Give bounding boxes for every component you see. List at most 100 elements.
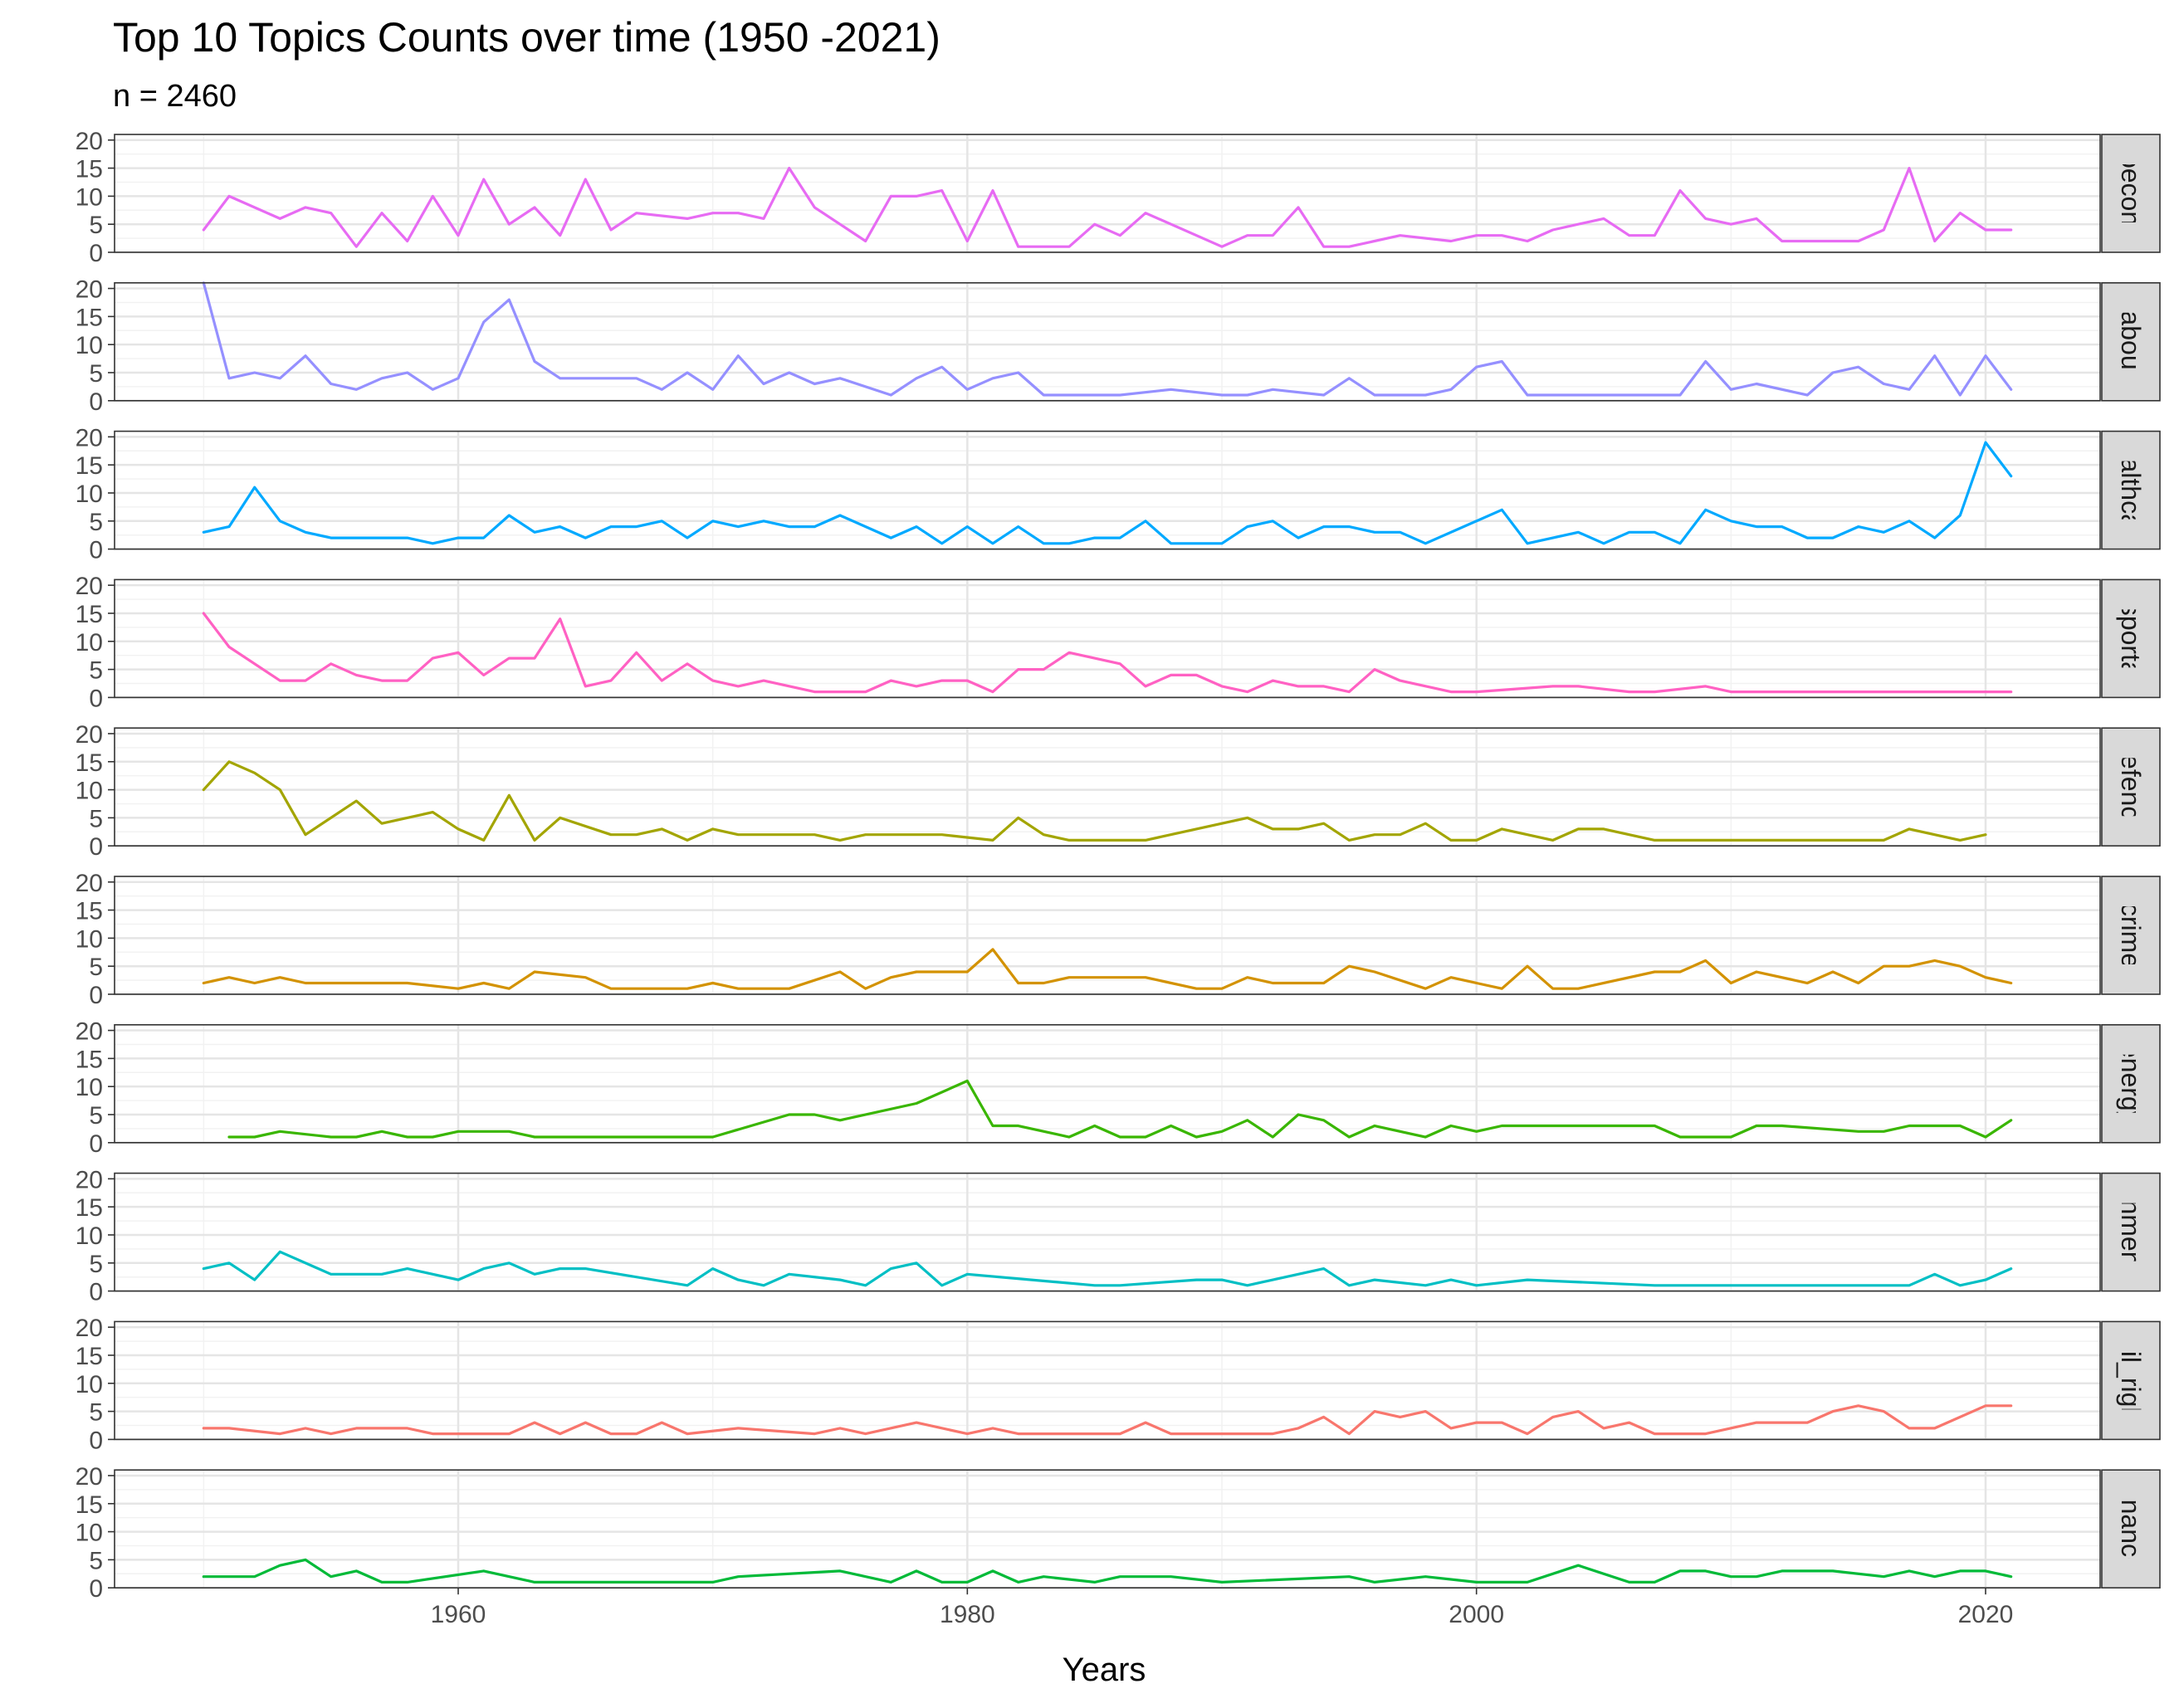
y-tick-label: 5 (89, 360, 103, 388)
panel-background (115, 431, 2100, 549)
facet-strip-label: energy (2116, 1043, 2146, 1125)
series-line-finance (202, 1558, 2013, 1584)
facet-strip-label: crime (2116, 903, 2146, 968)
y-tick-label: 5 (89, 1399, 103, 1427)
y-tick-label: 0 (89, 388, 103, 416)
x-tick-label: 2000 (1449, 1601, 1504, 1628)
y-tick-label: 15 (76, 452, 103, 480)
y-tick-label: 0 (89, 240, 103, 267)
series-line-labour (202, 281, 2013, 397)
panel-border (114, 430, 2101, 550)
facet-strip-background (2101, 430, 2161, 550)
facet-strip-label: healthcare (2116, 428, 2146, 552)
chart-title: Top 10 Topics Counts over time (1950 -20… (113, 14, 940, 61)
series-line-healthcare (202, 441, 2013, 545)
series-line-crime (202, 948, 2013, 990)
y-tick-label: 20 (76, 276, 103, 304)
facet-strip-background (2101, 578, 2161, 699)
y-tick-label: 0 (89, 685, 103, 712)
y-tick-label: 15 (76, 156, 103, 183)
x-axis-label: Years (1063, 1652, 1146, 1688)
panel-background (115, 1173, 2100, 1291)
x-tick-label: 1980 (940, 1601, 995, 1628)
y-tick-label: 10 (76, 1074, 103, 1101)
y-tick-label: 20 (76, 1166, 103, 1193)
y-tick-label: 10 (76, 481, 103, 508)
y-tick-label: 20 (76, 721, 103, 749)
panel-border (114, 134, 2101, 253)
y-tick-label: 10 (76, 925, 103, 953)
facet-strip-finance: finance (2101, 1469, 2161, 1588)
facet-strip-label: defence (2116, 739, 2146, 834)
y-tick-label: 10 (76, 1520, 103, 1547)
facet-strip-crime: crime (2101, 876, 2161, 995)
y-tick-label: 15 (76, 898, 103, 925)
panel-background (115, 579, 2100, 698)
x-tick-label: 1960 (431, 1601, 486, 1628)
facet-strip-background (2101, 876, 2161, 995)
panel-border (114, 578, 2101, 699)
y-tick-label: 20 (76, 870, 103, 897)
panel-border (114, 1469, 2101, 1588)
y-tick-label: 20 (76, 1315, 103, 1342)
facet-strip-label: croeconon (2116, 131, 2146, 255)
y-tick-label: 15 (76, 1491, 103, 1519)
y-tick-label: 15 (76, 1194, 103, 1222)
panel-border (114, 727, 2101, 847)
y-tick-label: 5 (89, 805, 103, 832)
facet-strip-defence: defence (2101, 727, 2161, 847)
panel-border (114, 281, 2101, 402)
facet-strip-background (2101, 1172, 2161, 1292)
panel-background (115, 282, 2100, 401)
y-tick-label: 10 (76, 778, 103, 805)
series-line-transportation (202, 612, 2013, 694)
y-tick-label: 5 (89, 1251, 103, 1278)
y-tick-label: 0 (89, 1130, 103, 1158)
y-tick-label: 20 (76, 573, 103, 600)
panel-background (115, 1024, 2100, 1143)
x-tick-label: 2020 (1958, 1601, 2014, 1628)
facet-strip-label: labour (2116, 305, 2146, 378)
facet-strip-civil_rights: civil_rights (2101, 1319, 2161, 1442)
y-tick-label: 0 (89, 1575, 103, 1603)
facet-strip-label: finance (2116, 1486, 2146, 1572)
y-tick-label: 0 (89, 833, 103, 861)
facet-strip-energy: energy (2101, 1024, 2161, 1144)
facet-strip-government_operations: ernment_ (2101, 1172, 2161, 1292)
y-tick-label: 10 (76, 1371, 103, 1398)
y-tick-label: 10 (76, 1222, 103, 1250)
x-axis: 1960 1980 2000 2020 (431, 1588, 2014, 1628)
series-line-civil_rights (202, 1404, 2013, 1436)
y-tick-label: 20 (76, 1463, 103, 1491)
series-line-government_operations (202, 1250, 2013, 1287)
series-line-macroeconomics (202, 167, 2013, 248)
facet-strip-label: ernment_ (2116, 1176, 2146, 1289)
y-tick-label: 15 (76, 601, 103, 628)
series-line-energy (227, 1079, 2013, 1139)
y-tick-label: 0 (89, 1279, 103, 1306)
y-tick-label: 0 (89, 537, 103, 564)
y-tick-label: 5 (89, 212, 103, 239)
y-tick-label: 20 (76, 1018, 103, 1046)
panel-border (114, 1320, 2101, 1441)
facet-strip-background (2101, 1320, 2161, 1441)
facet-strip-transportation: ansportatio (2101, 578, 2161, 699)
y-tick-label: 20 (76, 424, 103, 451)
facet-strip-background (2101, 281, 2161, 402)
facet-strip-label: civil_rights (2116, 1319, 2146, 1442)
panel-border (114, 1172, 2101, 1292)
panel-background (115, 728, 2100, 847)
chart-subtitle: n = 2460 (113, 79, 237, 114)
y-tick-label: 20 (76, 128, 103, 155)
